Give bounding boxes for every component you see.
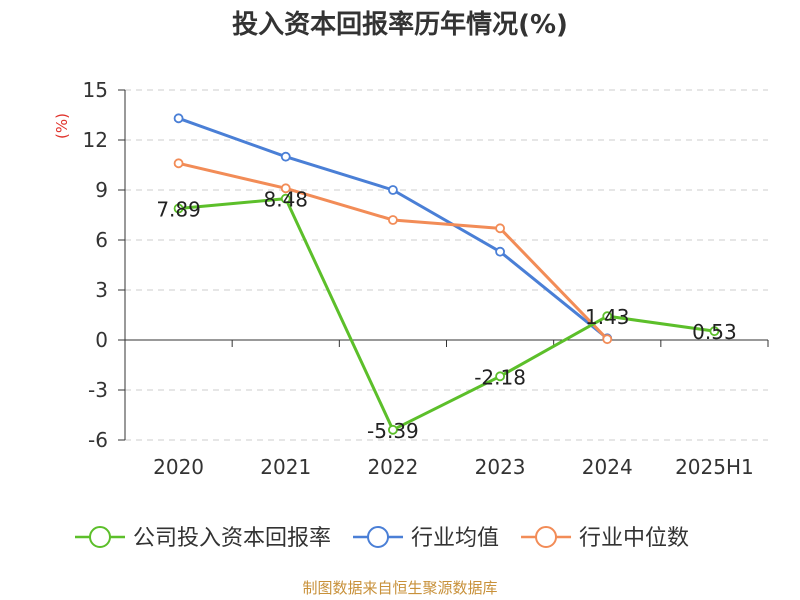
series-line — [178, 116, 609, 340]
x-tick-label: 2023 — [475, 455, 526, 479]
legend-label: 行业均值 — [411, 526, 499, 551]
data-point — [602, 334, 613, 345]
data-point — [388, 185, 398, 195]
y-tick-label: 15 — [83, 78, 108, 102]
chart-title: 投入资本回报率历年情况(%) — [232, 10, 568, 40]
legend-label: 行业中位数 — [579, 526, 689, 551]
data-label: 1.43 — [585, 305, 630, 329]
series-line — [178, 197, 715, 432]
legend-marker — [367, 526, 390, 548]
x-tick-label: 2022 — [367, 455, 418, 479]
y-tick-label: -3 — [88, 378, 108, 402]
x-tick-label: 2025H1 — [675, 455, 754, 479]
legend-marker — [89, 526, 111, 548]
legend-marker — [535, 526, 558, 548]
data-point — [602, 311, 613, 322]
y-tick-label: -6 — [88, 428, 108, 452]
data-point — [173, 203, 184, 214]
y-axis-label: (%) — [53, 113, 71, 139]
x-tick-label: 2021 — [260, 455, 311, 479]
data-point — [173, 158, 184, 169]
data-point — [280, 193, 291, 204]
data-point — [495, 371, 505, 382]
data-label: -5.39 — [367, 419, 419, 443]
x-tick-label: 2020 — [153, 455, 204, 479]
data-point — [709, 326, 720, 337]
data-label: 0.53 — [692, 320, 737, 344]
data-point — [388, 424, 398, 435]
data-point — [388, 215, 398, 225]
y-tick-label: 3 — [95, 278, 108, 302]
data-point — [280, 183, 291, 194]
legend-label: 公司投入资本回报率 — [133, 526, 331, 551]
y-tick-label: 12 — [83, 128, 108, 152]
data-label: -2.18 — [474, 365, 526, 389]
y-tick-label: 6 — [95, 228, 108, 252]
data-label: 8.48 — [263, 188, 308, 212]
data-source-note: 制图数据来自恒生聚源数据库 — [302, 579, 498, 597]
y-tick-label: 9 — [95, 178, 108, 202]
data-point — [280, 151, 291, 162]
x-tick-label: 2024 — [582, 455, 633, 479]
data-label: 7.89 — [156, 198, 201, 222]
data-point — [495, 223, 505, 234]
data-point — [495, 246, 505, 257]
y-tick-label: 0 — [95, 328, 108, 352]
data-point — [173, 113, 184, 124]
